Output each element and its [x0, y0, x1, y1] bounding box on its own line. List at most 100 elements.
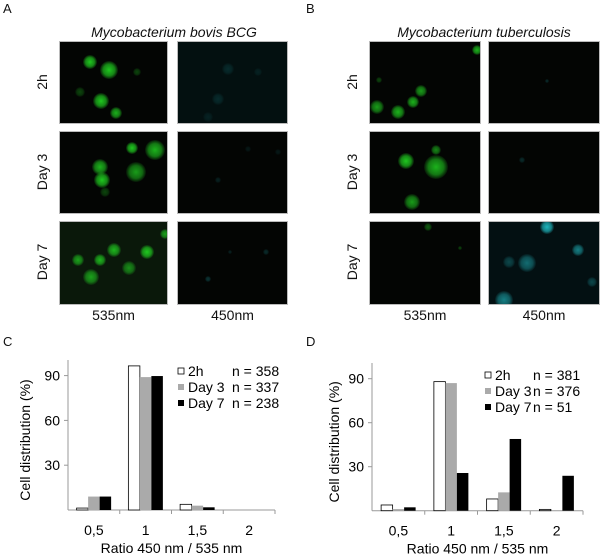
cell-fluorescence — [126, 142, 138, 154]
cell-fluorescence — [100, 187, 110, 197]
legend-n: n = 381 — [533, 367, 580, 383]
cell-fluorescence — [587, 277, 597, 287]
cell-fluorescence — [495, 291, 513, 304]
micrograph-b-2h-450nm — [488, 41, 600, 124]
cell-fluorescence — [228, 250, 232, 254]
legend-n: n = 238 — [232, 395, 279, 411]
bar-day7 — [509, 438, 522, 511]
y-tick-label: 60 — [348, 415, 364, 431]
legend-swatch — [484, 371, 492, 379]
row-label: Day 7 — [344, 243, 360, 281]
cell-fluorescence — [458, 246, 462, 250]
cell-fluorescence — [245, 146, 251, 152]
panel-b-title: Mycobacterium tuberculosis — [397, 24, 571, 40]
legend-swatch — [485, 388, 491, 394]
cell-fluorescence — [94, 254, 106, 266]
cell-fluorescence — [398, 153, 414, 169]
bar-day7 — [562, 475, 574, 511]
cell-fluorescence — [404, 194, 420, 210]
micrograph-a-day3-535nm — [59, 131, 168, 214]
cell-fluorescence — [133, 68, 141, 76]
cell-fluorescence — [503, 256, 515, 268]
micrograph-b-day7-450nm — [488, 221, 600, 305]
cell-fluorescence — [215, 177, 221, 183]
legend-n: n = 376 — [533, 383, 580, 399]
micrograph-a-2h-535nm — [59, 41, 168, 124]
column-label: 535nm — [403, 307, 447, 323]
row-label: 2h — [344, 73, 360, 90]
cell-fluorescence — [212, 93, 224, 105]
column-label: 450nm — [211, 307, 254, 323]
cell-fluorescence — [75, 87, 85, 97]
legend-label: Day 3 — [495, 383, 532, 399]
cell-fluorescence — [431, 145, 441, 155]
legend-label: 2h — [188, 363, 204, 379]
cell-fluorescence — [107, 243, 121, 257]
row-label: Day 3 — [344, 153, 360, 190]
bar-day7 — [404, 507, 416, 511]
chart-d: 30 60 90 0,5 1 1,5 2 Ratio 450 nm / 535 nm Cell … — [326, 363, 584, 555]
cell-fluorescence — [519, 157, 525, 163]
bar-2h — [486, 498, 499, 512]
y-tick-label: 90 — [44, 368, 60, 384]
micrograph-b-2h-535nm — [369, 41, 481, 124]
x-tick-label: 1 — [447, 523, 455, 539]
bar-day3 — [445, 383, 457, 511]
cell-fluorescence — [472, 45, 480, 55]
cell-fluorescence — [110, 107, 122, 119]
legend-swatch — [178, 384, 184, 390]
cell-fluorescence — [160, 229, 167, 239]
cell-fluorescence — [140, 245, 154, 259]
cell-fluorescence — [391, 105, 405, 119]
cell-fluorescence — [540, 222, 554, 234]
cell-fluorescence — [518, 254, 536, 272]
x-tick-label: 1 — [142, 522, 150, 538]
x-tick-label: 1,5 — [188, 522, 208, 538]
bar-2h — [76, 507, 89, 511]
cell-fluorescence — [94, 172, 110, 188]
legend-n: n = 358 — [232, 363, 279, 379]
y-axis-label: Cell distribution (%) — [326, 381, 342, 502]
cell-fluorescence — [275, 149, 281, 155]
cell-fluorescence — [263, 249, 269, 255]
legend-swatch — [178, 400, 184, 406]
y-tick-label: 30 — [44, 457, 60, 473]
x-tick-label: 1,5 — [494, 523, 514, 539]
column-label: 535nm — [92, 307, 135, 323]
cell-fluorescence — [83, 55, 97, 69]
cell-fluorescence — [126, 162, 146, 182]
bar-2h — [127, 365, 141, 511]
panel-label-a: A — [3, 1, 12, 16]
y-tick-label: 30 — [348, 459, 364, 475]
panel-label-b: B — [306, 1, 315, 16]
legend-label: Day 3 — [188, 379, 225, 395]
x-tick-label: 2 — [553, 523, 561, 539]
bar-2h — [538, 508, 552, 512]
cell-fluorescence — [376, 77, 382, 83]
row-label: Day 3 — [34, 153, 50, 190]
legend-label: Day 7 — [495, 399, 532, 415]
bar-2h — [179, 503, 193, 511]
bar-day3 — [139, 377, 152, 510]
cell-fluorescence — [83, 269, 99, 285]
micrograph-a-2h-450nm — [177, 41, 288, 124]
legend-label: 2h — [495, 367, 511, 383]
column-label: 450nm — [522, 307, 566, 323]
bar-day7 — [99, 496, 112, 510]
row-label: Day 7 — [34, 243, 50, 281]
y-axis-label: Cell distribution (%) — [17, 379, 33, 500]
panel-label-c: C — [3, 334, 13, 349]
x-tick-label: 0,5 — [84, 522, 104, 538]
bar-day7 — [456, 473, 469, 511]
cell-fluorescence — [572, 244, 584, 256]
cell-fluorescence — [93, 93, 109, 109]
micrograph-a-day3-450nm — [177, 131, 288, 214]
micrograph-a-day7-535nm — [59, 221, 168, 305]
cell-fluorescence — [424, 155, 448, 179]
bar-day3 — [191, 505, 204, 510]
micrograph-b-day7-535nm — [369, 221, 481, 305]
micrograph-b-day3-450nm — [488, 131, 600, 214]
bar-day3 — [498, 492, 510, 511]
bar-day7 — [151, 376, 163, 510]
